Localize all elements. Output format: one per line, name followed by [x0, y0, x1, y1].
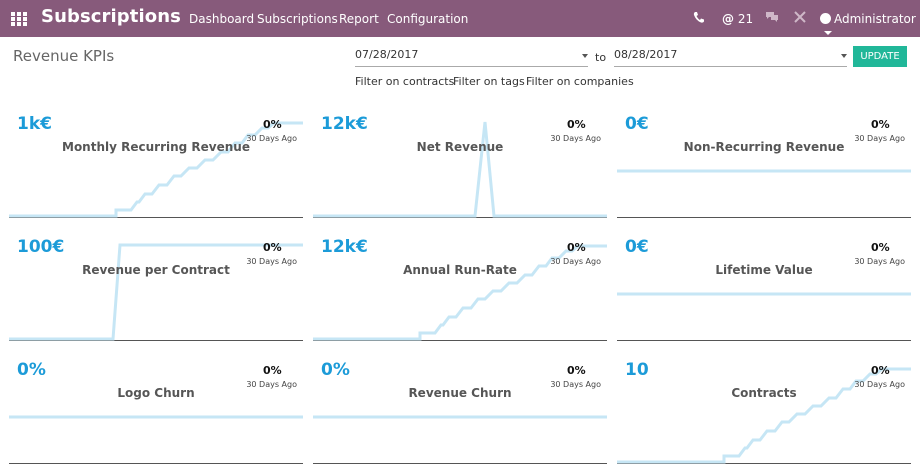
kpi-sparkline: [313, 121, 607, 218]
kpi-comparison-label: 30 Days Ago: [246, 257, 297, 266]
kpi-sparkline-path: [313, 121, 607, 218]
kpi-card[interactable]: 0€ Lifetime Value 0% 30 Days Ago: [617, 231, 911, 341]
kpi-sparkline: [617, 169, 911, 218]
page-title: Revenue KPIs: [13, 47, 115, 65]
user-menu[interactable]: Administrator: [820, 12, 920, 40]
chevron-down-icon: [824, 31, 832, 35]
kpi-card[interactable]: 0€ Non-Recurring Revenue 0% 30 Days Ago: [617, 108, 911, 218]
kpi-change-percent: 0%: [567, 118, 586, 131]
kpi-value: 0€: [625, 114, 649, 134]
kpi-sparkline: [9, 121, 303, 218]
app-title: Subscriptions: [41, 6, 181, 27]
kpi-comparison-label: 30 Days Ago: [550, 134, 601, 143]
kpi-label: Revenue per Contract: [82, 263, 230, 277]
kpi-comparison-label: 30 Days Ago: [246, 380, 297, 389]
kpi-change-percent: 0%: [567, 364, 586, 377]
kpi-sparkline: [617, 292, 911, 341]
kpi-change-percent: 0%: [263, 241, 282, 254]
kpi-card[interactable]: 1k€ Monthly Recurring Revenue 0% 30 Days Ag…: [9, 108, 303, 218]
filter-contracts-link[interactable]: Filter on contracts: [355, 75, 455, 88]
apps-grid-icon[interactable]: [11, 12, 27, 26]
kpi-value: 10: [625, 360, 649, 380]
kpi-change-percent: 0%: [871, 118, 890, 131]
date-from-field[interactable]: 07/28/2017: [355, 48, 588, 67]
kpi-sparkline: [9, 243, 303, 341]
kpi-sparkline-path: [617, 367, 911, 464]
kpi-label: Lifetime Value: [715, 263, 813, 277]
kpi-sparkline: [313, 415, 607, 464]
kpi-comparison-label: 30 Days Ago: [550, 380, 601, 389]
chevron-down-icon: [582, 54, 588, 58]
kpi-sparkline-path: [9, 121, 303, 218]
kpi-sparkline: [617, 367, 911, 464]
chat-icon[interactable]: [765, 11, 779, 26]
kpi-value: 0€: [625, 237, 649, 257]
kpi-comparison-label: 30 Days Ago: [854, 134, 905, 143]
kpi-card[interactable]: 12k€ Net Revenue 0% 30 Days Ago: [313, 108, 607, 218]
menu-item-subscriptions[interactable]: Subscriptions: [257, 12, 338, 26]
date-to-value: 08/28/2017: [614, 48, 678, 61]
kpi-change-percent: 0%: [263, 118, 282, 131]
kpi-label: Revenue Churn: [408, 386, 512, 400]
kpi-value: 12k€: [321, 237, 368, 257]
at-sign-icon: @: [722, 12, 734, 26]
kpi-sparkline: [313, 244, 607, 341]
kpi-card[interactable]: 0% Revenue Churn 0% 30 Days Ago: [313, 354, 607, 464]
kpi-card[interactable]: 10 Contracts 0% 30 Days Ago: [617, 354, 911, 464]
kpi-label: Monthly Recurring Revenue: [62, 140, 250, 154]
kpi-label: Contracts: [731, 386, 797, 400]
kpi-card[interactable]: 100€ Revenue per Contract 0% 30 Days Ago: [9, 231, 303, 341]
kpi-value: 12k€: [321, 114, 368, 134]
date-from-value: 07/28/2017: [355, 48, 419, 61]
chevron-down-icon: [841, 54, 847, 58]
tools-icon[interactable]: [794, 11, 806, 26]
kpi-comparison-label: 30 Days Ago: [550, 257, 601, 266]
menu-item-configuration[interactable]: Configuration: [387, 12, 469, 26]
kpi-sparkline: [9, 415, 303, 464]
menu-item-report[interactable]: Report: [339, 12, 379, 26]
messages-indicator[interactable]: @ 21: [722, 12, 753, 26]
date-to-field[interactable]: 08/28/2017: [614, 48, 847, 67]
avatar: [820, 13, 831, 24]
kpi-comparison-label: 30 Days Ago: [854, 257, 905, 266]
kpi-card[interactable]: 0% Logo Churn 0% 30 Days Ago: [9, 354, 303, 464]
kpi-value: 0%: [17, 360, 46, 380]
user-name: Administrator: [834, 12, 916, 26]
kpi-change-percent: 0%: [871, 364, 890, 377]
kpi-change-percent: 0%: [567, 241, 586, 254]
filter-companies-link[interactable]: Filter on companies: [526, 75, 634, 88]
kpi-label: Net Revenue: [416, 140, 504, 154]
kpi-sparkline-path: [9, 243, 303, 341]
kpi-comparison-label: 30 Days Ago: [246, 134, 297, 143]
message-count: 21: [737, 12, 754, 26]
kpi-label: Logo Churn: [117, 386, 195, 400]
phone-icon[interactable]: [693, 11, 704, 26]
filter-tags-link[interactable]: Filter on tags: [453, 75, 525, 88]
kpi-value: 0%: [321, 360, 350, 380]
kpi-label: Annual Run-Rate: [403, 263, 517, 277]
kpi-change-percent: 0%: [871, 241, 890, 254]
kpi-value: 100€: [17, 237, 65, 257]
top-navbar: Subscriptions Dashboard Subscriptions Re…: [0, 0, 920, 37]
kpi-comparison-label: 30 Days Ago: [854, 380, 905, 389]
kpi-value: 1k€: [17, 114, 52, 134]
kpi-label: Non-Recurring Revenue: [683, 140, 845, 154]
date-range-to-label: to: [595, 51, 607, 64]
update-button[interactable]: UPDATE: [853, 46, 907, 67]
kpi-change-percent: 0%: [263, 364, 282, 377]
menu-item-dashboard[interactable]: Dashboard: [189, 12, 255, 26]
kpi-sparkline-path: [313, 244, 607, 341]
kpi-card[interactable]: 12k€ Annual Run-Rate 0% 30 Days Ago: [313, 231, 607, 341]
